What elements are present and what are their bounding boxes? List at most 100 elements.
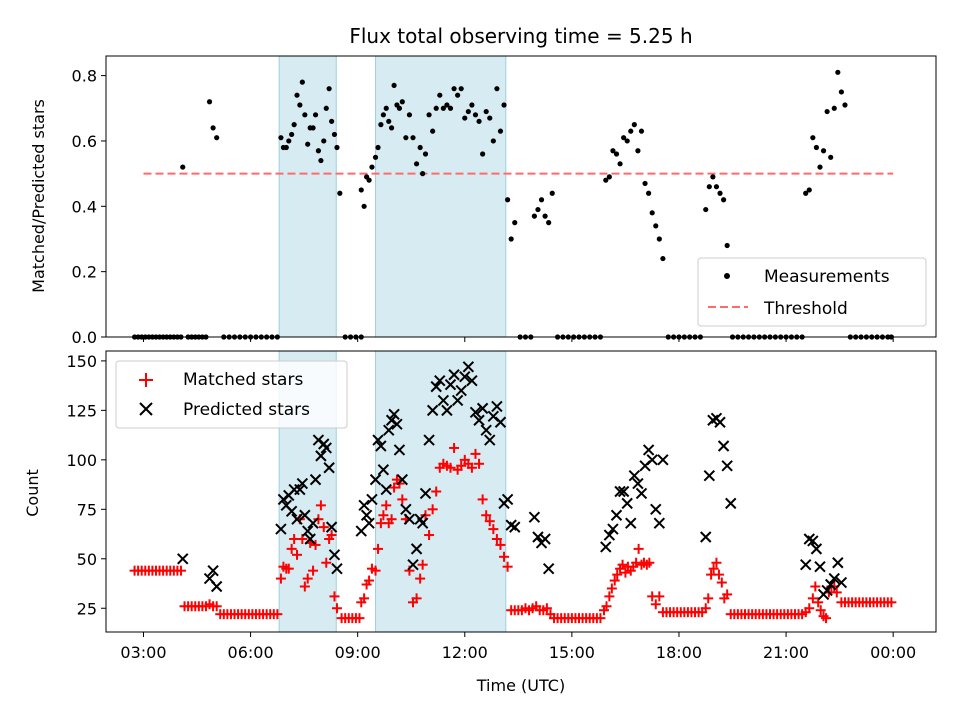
matched-star-point bbox=[488, 524, 499, 535]
measurement-point bbox=[337, 190, 343, 196]
matched-star-point bbox=[427, 504, 438, 515]
predicted-star-point bbox=[369, 473, 382, 486]
predicted-star-point bbox=[210, 580, 223, 593]
matched-star-point bbox=[449, 442, 460, 453]
measurement-point bbox=[361, 203, 367, 209]
matched-star-point bbox=[415, 573, 426, 584]
y-tick-label: 0.8 bbox=[72, 67, 97, 86]
matched-star-point bbox=[381, 500, 392, 511]
measurement-point bbox=[803, 190, 809, 196]
measurement-point bbox=[278, 135, 284, 141]
legend-box-bottom bbox=[115, 360, 348, 429]
measurement-point bbox=[831, 105, 837, 111]
predicted-star-point bbox=[304, 533, 316, 545]
measurement-point bbox=[297, 102, 303, 108]
y-ticks-top: 0.0 0.2 0.4 0.6 0.8 bbox=[72, 67, 106, 347]
measurement-point bbox=[476, 118, 482, 124]
predicted-star-point bbox=[542, 562, 555, 575]
y-tick-label: 0.4 bbox=[72, 197, 97, 216]
matched-star-point bbox=[370, 565, 381, 576]
matched-star-point bbox=[211, 601, 222, 612]
measurement-point bbox=[323, 105, 329, 111]
predicted-star-point bbox=[621, 497, 633, 510]
measurement-point bbox=[294, 92, 300, 98]
measurement-point bbox=[440, 105, 446, 111]
measurement-point bbox=[820, 148, 827, 154]
measurement-point bbox=[628, 128, 634, 134]
x-axis-label: Time (UTC) bbox=[476, 676, 565, 695]
matched-star-point bbox=[315, 500, 326, 511]
measurement-point bbox=[380, 112, 386, 118]
measurement-point bbox=[710, 174, 716, 180]
measurement-point bbox=[366, 177, 372, 183]
matched-star-point bbox=[484, 516, 495, 527]
measurement-point bbox=[210, 125, 216, 131]
matched-star-point bbox=[373, 543, 384, 554]
predicted-star-point bbox=[358, 499, 370, 512]
legend-label-matched: Matched stars bbox=[183, 370, 303, 390]
matched-star-point bbox=[713, 569, 724, 580]
measurement-point bbox=[406, 112, 413, 118]
matched-star-point bbox=[424, 530, 435, 541]
measurement-point bbox=[717, 190, 723, 196]
plot-frame-top bbox=[105, 55, 937, 338]
predicted-star-point bbox=[799, 559, 812, 571]
predicted-star-point bbox=[307, 517, 319, 529]
predicted-star-point bbox=[721, 460, 733, 472]
predicted-star-point bbox=[807, 535, 819, 547]
x-tick-label: 12:00 bbox=[442, 643, 488, 662]
matched-star-point bbox=[831, 587, 842, 598]
x-tick-label: 15:00 bbox=[549, 643, 595, 662]
predicted-star-point bbox=[309, 473, 322, 486]
predicted-star-point bbox=[328, 549, 341, 561]
predicted-star-point bbox=[459, 371, 471, 383]
predicted-star-point bbox=[462, 361, 475, 373]
predicted-star-point bbox=[291, 513, 303, 525]
measurement-point bbox=[396, 105, 403, 111]
measurement-point bbox=[451, 86, 457, 92]
predicted-star-point bbox=[491, 400, 503, 413]
measurement-point bbox=[465, 108, 471, 115]
predicted-star-point bbox=[393, 444, 406, 456]
y-axis-label-bottom: Count bbox=[23, 469, 42, 517]
measurement-point bbox=[433, 105, 439, 111]
measurement-point bbox=[624, 138, 630, 144]
predicted-star-point bbox=[810, 543, 823, 555]
measurement-point bbox=[542, 213, 548, 219]
measurement-point bbox=[375, 144, 381, 151]
predicted-star-point bbox=[476, 402, 489, 415]
legend-label-measurements: Measurements bbox=[764, 267, 890, 287]
y-tick-label: 100 bbox=[66, 451, 97, 470]
y-tick-label: 0.6 bbox=[72, 132, 97, 151]
top-panel: Flux total observing time = 5.25 h Match… bbox=[29, 24, 937, 347]
measurement-point bbox=[417, 144, 423, 151]
measurement-point bbox=[455, 92, 461, 98]
matched-star-point bbox=[886, 597, 897, 608]
measurement-point bbox=[713, 184, 720, 190]
matched-star-point bbox=[310, 539, 321, 550]
predicted-star-point bbox=[532, 531, 544, 543]
predicted-star-point bbox=[600, 541, 612, 553]
predicted-star-point bbox=[391, 418, 403, 430]
predicted-star-point bbox=[650, 503, 662, 516]
measurement-point bbox=[447, 105, 454, 111]
x-tick-label: 21:00 bbox=[763, 643, 809, 662]
measurement-point bbox=[642, 180, 648, 187]
measurement-point bbox=[472, 112, 479, 118]
matched-star-point bbox=[318, 522, 329, 533]
measurement-point bbox=[378, 122, 384, 128]
matched-star-point bbox=[411, 593, 422, 604]
predicted-star-point bbox=[372, 434, 384, 446]
measurement-point bbox=[437, 92, 443, 98]
predicted-star-point bbox=[380, 483, 392, 496]
measurement-point bbox=[329, 118, 335, 124]
predicted-star-point bbox=[363, 517, 375, 529]
measurement-point bbox=[487, 115, 493, 121]
measurement-point bbox=[538, 197, 545, 203]
matched-star-point bbox=[711, 557, 722, 568]
measurement-point bbox=[315, 148, 322, 154]
matched-star-point bbox=[286, 543, 297, 554]
measurement-point bbox=[613, 151, 620, 157]
predicted-star-point bbox=[423, 434, 435, 446]
matched-star-point bbox=[722, 589, 733, 600]
